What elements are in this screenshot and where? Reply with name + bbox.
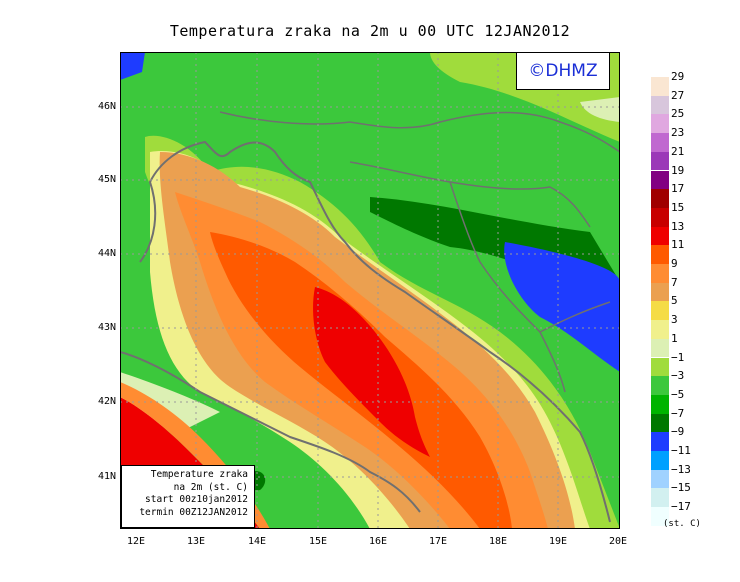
legend-swatch bbox=[651, 114, 669, 134]
legend-swatch bbox=[651, 77, 669, 96]
info-line-variable: Temperature zraka bbox=[150, 469, 248, 480]
lon-label: 18E bbox=[488, 536, 508, 547]
legend-swatch bbox=[651, 469, 669, 489]
lon-label: 20E bbox=[608, 536, 628, 547]
legend-swatch bbox=[651, 357, 669, 377]
map-frame bbox=[120, 52, 620, 529]
legend-swatch bbox=[651, 320, 669, 339]
logo-box: ©DHMZ bbox=[516, 52, 610, 90]
red-core bbox=[313, 287, 430, 457]
legend-swatch bbox=[651, 301, 669, 321]
legend-swatch bbox=[651, 394, 669, 414]
legend-swatch bbox=[651, 488, 669, 508]
legend-label: 5 bbox=[671, 294, 678, 308]
lat-label: 41N bbox=[97, 471, 116, 482]
legend-swatch bbox=[651, 170, 669, 190]
legend-label: −3 bbox=[671, 369, 685, 383]
legend-label: −9 bbox=[671, 425, 685, 439]
legend-label: −13 bbox=[671, 462, 691, 476]
legend-label: 23 bbox=[671, 126, 685, 140]
info-box: Temperature zraka na 2m (st. C) start 00… bbox=[121, 465, 255, 528]
legend-label: 15 bbox=[671, 200, 685, 214]
info-line-unit: na 2m (st. C) bbox=[173, 481, 248, 493]
legend-swatch bbox=[651, 282, 669, 302]
legend-label: 21 bbox=[671, 144, 685, 158]
map-title: Temperatura zraka na 2m u 00 UTC 12JAN20… bbox=[169, 22, 571, 40]
lat-label: 46N bbox=[97, 101, 116, 112]
lat-label: 45N bbox=[97, 174, 116, 185]
legend-label: 19 bbox=[671, 163, 685, 177]
lon-label: 12E bbox=[126, 536, 146, 547]
lon-label: 15E bbox=[308, 536, 328, 547]
legend-swatch bbox=[651, 151, 669, 171]
legend-swatch bbox=[651, 207, 669, 227]
coastline bbox=[139, 140, 611, 523]
info-line-termin: termin 00Z12JAN2012 bbox=[139, 506, 248, 518]
legend-label: 13 bbox=[671, 219, 685, 233]
legend-swatch bbox=[651, 432, 669, 451]
legend-label: 17 bbox=[671, 182, 685, 196]
legend-swatch bbox=[651, 338, 669, 358]
legend-label: 3 bbox=[671, 313, 678, 327]
legend-label: 27 bbox=[671, 88, 685, 102]
legend-swatch bbox=[651, 413, 669, 433]
lon-label: 14E bbox=[247, 536, 267, 547]
pale-zone-ne bbox=[580, 97, 620, 122]
legend-swatch bbox=[651, 264, 669, 283]
legend-swatch bbox=[651, 226, 669, 246]
legend-label: −17 bbox=[671, 500, 691, 514]
legend-swatch bbox=[651, 507, 669, 526]
legend-label: −15 bbox=[671, 481, 691, 495]
temperature-map bbox=[120, 52, 620, 529]
info-line-start: start 00z10jan2012 bbox=[145, 494, 248, 505]
legend-swatch bbox=[651, 451, 669, 470]
legend-label: 29 bbox=[671, 70, 685, 83]
legend-label: −7 bbox=[671, 406, 685, 420]
legend-swatch bbox=[651, 376, 669, 395]
legend-swatch bbox=[651, 245, 669, 264]
legend-label: 1 bbox=[671, 331, 678, 345]
legend-label: −5 bbox=[671, 387, 685, 401]
lat-label: 42N bbox=[97, 396, 116, 407]
legend-label: 11 bbox=[671, 238, 685, 252]
legend-label: 25 bbox=[671, 107, 685, 121]
italy-coastline bbox=[120, 351, 421, 513]
lon-label: 19E bbox=[548, 536, 568, 547]
legend-label: 7 bbox=[671, 275, 678, 289]
legend-swatch bbox=[651, 95, 669, 115]
graticule bbox=[120, 52, 620, 529]
lon-label: 13E bbox=[186, 536, 206, 547]
legend-label: 9 bbox=[671, 257, 678, 270]
legend-swatch bbox=[651, 133, 669, 152]
legend-label: −1 bbox=[671, 350, 685, 364]
lon-label: 17E bbox=[428, 536, 448, 547]
lat-label: 43N bbox=[97, 322, 116, 333]
legend-label: −11 bbox=[671, 444, 691, 457]
border-lines bbox=[219, 111, 620, 393]
legend-swatch bbox=[651, 189, 669, 208]
legend-unit: (st. C) bbox=[663, 519, 701, 529]
lat-label: 44N bbox=[97, 248, 116, 259]
lon-label: 16E bbox=[368, 536, 388, 547]
